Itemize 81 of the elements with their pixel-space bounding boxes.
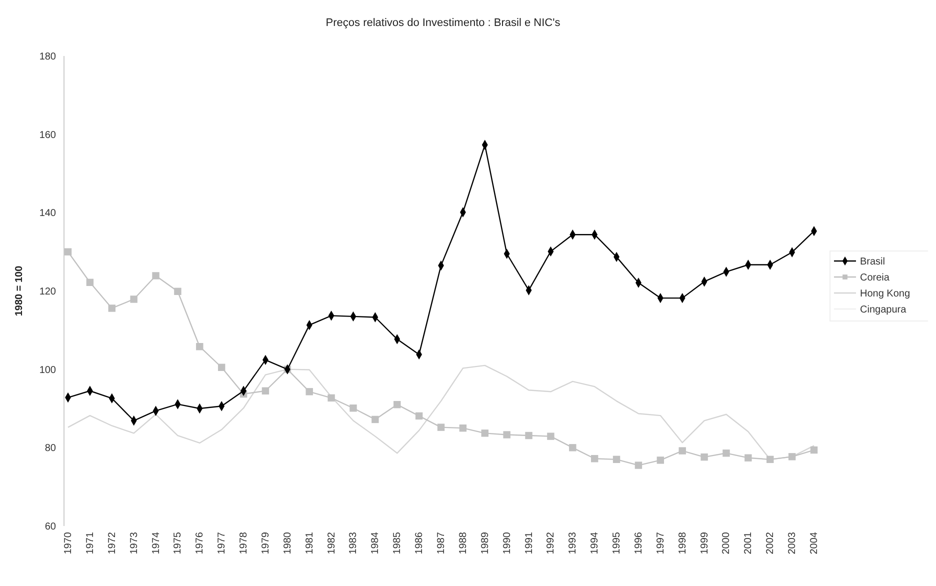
x-tick-label: 1982: [326, 532, 338, 554]
y-tick-label: 140: [39, 208, 56, 220]
x-tick-label: 1970: [63, 532, 74, 554]
point: [656, 456, 664, 464]
chart-title: Preços relativos do Investimento : Brasil e NIC's: [326, 17, 561, 29]
x-tick-label: 1987: [436, 532, 447, 554]
x-tick-label: 1989: [480, 532, 491, 554]
x-tick-label: 1975: [172, 532, 184, 554]
x-tick-label: 1986: [414, 532, 426, 554]
point: [328, 394, 335, 402]
x-tick-label: 1981: [304, 532, 316, 554]
y-tick-label: 180: [39, 52, 56, 62]
x-tick-label: 1983: [348, 532, 360, 554]
point: [350, 404, 357, 412]
point: [788, 453, 796, 460]
x-tick-label: 1985: [392, 532, 404, 554]
point: [547, 432, 554, 440]
point: [130, 296, 138, 303]
point: [722, 450, 730, 457]
x-tick-label: 1973: [128, 532, 140, 554]
x-tick-label: 1994: [590, 532, 601, 554]
point: [152, 272, 160, 280]
point: [196, 343, 204, 350]
point: [262, 387, 270, 394]
x-tick-label: 2000: [721, 532, 732, 554]
x-tick-label: 2003: [787, 532, 798, 554]
x-tick-label: 1979: [260, 532, 272, 554]
point: [810, 446, 818, 454]
x-tick-label: 2001: [743, 532, 754, 554]
x-tick-label: 1997: [655, 532, 666, 554]
point: [459, 424, 467, 432]
point: [766, 456, 774, 464]
x-tick-label: 1988: [458, 532, 469, 554]
x-tick-label: 1974: [150, 532, 162, 554]
point: [64, 248, 72, 256]
point: [415, 412, 423, 420]
point: [394, 400, 401, 408]
x-tick-label: 1977: [216, 532, 228, 554]
x-tick-label: 1991: [524, 532, 535, 554]
point: [437, 424, 445, 431]
point: [306, 388, 313, 396]
point: [525, 432, 532, 440]
x-tick-label: 1990: [502, 532, 513, 554]
x-tick-label: 2004: [809, 532, 820, 554]
x-tick-label: 1993: [568, 532, 579, 554]
point: [481, 430, 488, 437]
point: [569, 444, 576, 452]
point: [700, 453, 708, 461]
x-tick-label: 1980: [282, 532, 294, 554]
point: [744, 454, 752, 462]
point: [590, 455, 598, 462]
x-tick-label: 1999: [699, 532, 710, 554]
point: [612, 456, 620, 464]
y-tick-label: 80: [44, 443, 56, 454]
point: [503, 431, 510, 438]
point: [372, 416, 379, 424]
x-tick-label: 2002: [765, 532, 776, 554]
x-tick-label: 1972: [106, 532, 118, 554]
x-tick-label: 1996: [633, 532, 644, 554]
point: [218, 364, 226, 371]
y-tick-label: 60: [44, 522, 56, 532]
x-tick-label: 1971: [84, 532, 96, 554]
legend-label: Hong Kong: [860, 288, 910, 300]
y-tick-label: 120: [39, 286, 56, 298]
legend-label: Cingapura: [860, 304, 907, 316]
point: [86, 278, 94, 286]
y-tick-label: 160: [39, 130, 56, 141]
point: [174, 288, 182, 295]
x-tick-label: 1995: [612, 532, 623, 554]
y-axis-title: 1980 = 100: [14, 265, 25, 316]
legend-label: Coreia: [860, 272, 890, 284]
y-tick-label: 100: [39, 364, 56, 376]
legend-label: Brasil: [860, 256, 886, 268]
point: [678, 447, 686, 454]
point: [108, 304, 116, 312]
x-tick-label: 1984: [370, 532, 382, 554]
point: [634, 462, 642, 469]
x-tick-label: 1978: [238, 532, 250, 554]
x-tick-label: 1998: [677, 532, 688, 554]
x-tick-label: 1992: [546, 532, 557, 554]
x-tick-label: 1976: [194, 532, 206, 554]
